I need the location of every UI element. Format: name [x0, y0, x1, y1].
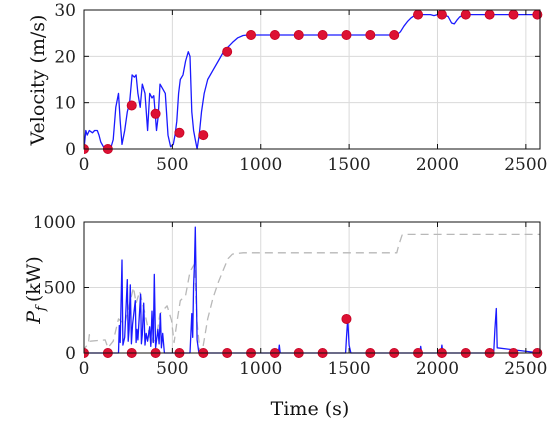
- power-x-tick-label: 1500: [327, 359, 370, 379]
- velocity-y-tick-label: 10: [54, 94, 76, 114]
- power-x-tick-label: 500: [156, 359, 188, 379]
- velocity-x-tick-label: 2500: [504, 155, 547, 175]
- velocity-marker-point: [413, 9, 424, 20]
- velocity-ticks: 0 500 1000 1500 2000 2500 0 10 20 30: [54, 1, 547, 175]
- power-x-tick-label: 0: [79, 359, 90, 379]
- power-dashed-line: [84, 233, 540, 354]
- velocity-solid-line: [84, 13, 540, 150]
- velocity-axes-frame: [83, 9, 541, 150]
- velocity-marker-point: [246, 30, 257, 41]
- velocity-grid: [83, 9, 540, 150]
- power-y-tick-label: 1000: [33, 213, 76, 233]
- velocity-x-tick-label: 1000: [239, 155, 282, 175]
- velocity-marker-point: [460, 9, 471, 20]
- velocity-marker-point: [436, 9, 447, 20]
- velocity-marker-point: [174, 127, 185, 138]
- velocity-x-tick-label: 500: [156, 155, 188, 175]
- velocity-marker-point: [389, 30, 400, 41]
- power-axes-frame: [83, 221, 541, 354]
- velocity-marker-point: [293, 30, 304, 41]
- velocity-y-tick-label: 20: [54, 47, 76, 67]
- velocity-marker-point: [198, 130, 209, 141]
- power-marker-point: [341, 313, 352, 324]
- power-y-unit: (kW): [23, 256, 45, 302]
- power-subplot: 0 500 1000 1500 2000 2500 0 500 1000 Pf (kW) Time…: [23, 213, 547, 420]
- velocity-subplot: 0 500 1000 1500 2000 2500 0 10 20 30 Velocity (m/…: [27, 1, 547, 175]
- velocity-y-axis-label: Velocity (m/s): [27, 15, 49, 147]
- power-y-symbol: P: [23, 310, 45, 325]
- velocity-marker-point: [317, 30, 328, 41]
- power-y-tick-label: 0: [65, 344, 76, 364]
- velocity-x-tick-label: 1500: [327, 155, 370, 175]
- velocity-x-tick-label: 0: [79, 155, 90, 175]
- power-x-tick-label: 1000: [239, 359, 282, 379]
- power-x-tick-label: 2500: [504, 359, 547, 379]
- velocity-marker-point: [508, 9, 519, 20]
- velocity-marker-point: [222, 46, 233, 57]
- velocity-y-tick-label: 30: [54, 1, 76, 21]
- x-axis-label: Time (s): [271, 398, 350, 420]
- power-y-axis-label: Pf (kW): [23, 256, 49, 324]
- velocity-marker-point: [126, 100, 137, 111]
- velocity-marker-point: [365, 30, 376, 41]
- velocity-y-tick-label: 0: [65, 140, 76, 160]
- velocity-marker-point: [341, 30, 352, 41]
- power-y-tick-label: 500: [44, 279, 76, 299]
- velocity-marker-point: [484, 9, 495, 20]
- power-y-subscript: f: [34, 304, 49, 312]
- power-x-tick-label: 2000: [416, 359, 459, 379]
- velocity-data: [84, 9, 543, 154]
- power-solid-line: [84, 226, 541, 354]
- velocity-marker-point: [532, 9, 543, 20]
- velocity-x-tick-label: 2000: [416, 155, 459, 175]
- velocity-marker-point: [150, 108, 161, 119]
- power-data: [84, 226, 543, 358]
- velocity-marker-point: [269, 30, 280, 41]
